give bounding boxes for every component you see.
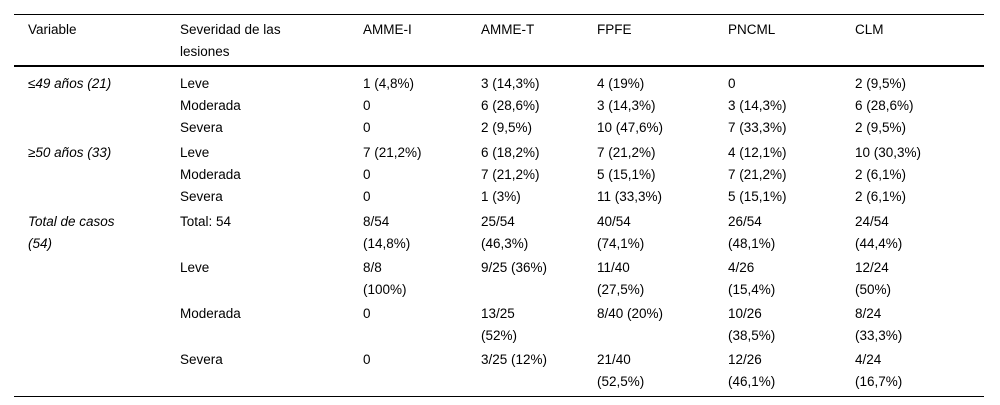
value-cell: 7 (21,2%): [728, 167, 787, 182]
severity-cell: Leve: [180, 260, 210, 275]
value-cell: 11/40 (27,5%): [597, 260, 645, 297]
variable-cell: [14, 186, 166, 208]
value-cell: 0: [363, 189, 371, 204]
value-cell: 24/54 (44,4%): [855, 214, 903, 251]
variable-cell: ≥50 años (33): [28, 145, 112, 160]
value-cell: 12/24 (50%): [855, 260, 892, 297]
column-header-amme-i: AMME-I: [349, 14, 467, 67]
value-cell: 7 (33,3%): [728, 120, 787, 135]
severity-cell: Severa: [180, 352, 223, 367]
value-cell: 0: [728, 76, 736, 91]
variable-cell: [14, 301, 166, 347]
value-cell: 4 (19%): [597, 76, 645, 91]
value-cell: 2 (9,5%): [855, 120, 907, 135]
value-cell: 5 (15,1%): [597, 167, 656, 182]
value-cell: 0: [363, 306, 371, 321]
value-cell: 8/24 (33,3%): [855, 306, 903, 343]
column-header-fpfe: FPFE: [583, 14, 714, 67]
value-cell: 7 (21,2%): [481, 167, 540, 182]
value-cell: 1 (3%): [481, 189, 521, 204]
column-header-amme-t: AMME-T: [467, 14, 583, 67]
table-row: Severa 0 3/25 (12%) 21/40 (52,5%) 12/26 …: [14, 347, 984, 397]
severity-cell: Severa: [180, 120, 223, 135]
value-cell: 12/26 (46,1%): [728, 352, 776, 389]
results-table-container: Variable Severidad de las lesiones AMME-…: [14, 14, 984, 397]
value-cell: 3 (14,3%): [728, 98, 787, 113]
variable-cell: ≤49 años (21): [28, 76, 112, 91]
value-cell: 21/40 (52,5%): [597, 352, 645, 389]
variable-cell: Total de casos (54): [28, 214, 115, 251]
severity-cell: Leve: [180, 145, 210, 160]
table-row: Leve 8/8 (100%) 9/25 (36%) 11/40 (27,5%)…: [14, 255, 984, 301]
value-cell: 0: [363, 120, 371, 135]
table-row: Moderada 0 13/25 (52%) 8/40 (20%) 10/26 …: [14, 301, 984, 347]
value-cell: 0: [363, 352, 371, 367]
value-cell: 9/25 (36%): [481, 260, 548, 275]
value-cell: 10 (30,3%): [855, 145, 922, 160]
table-row: Severa 0 2 (9,5%) 10 (47,6%) 7 (33,3%) 2…: [14, 117, 984, 139]
value-cell: 2 (9,5%): [481, 120, 533, 135]
results-table: Variable Severidad de las lesiones AMME-…: [14, 14, 984, 397]
column-header-variable: Variable: [14, 14, 166, 67]
value-cell: 8/40 (20%): [597, 306, 664, 321]
column-header-severidad: Severidad de las lesiones: [166, 14, 349, 67]
value-cell: 4 (12,1%): [728, 145, 787, 160]
value-cell: 0: [363, 167, 371, 182]
value-cell: 3 (14,3%): [597, 98, 656, 113]
value-cell: 25/54 (46,3%): [481, 214, 529, 251]
value-cell: 6 (28,6%): [481, 98, 540, 113]
value-cell: 2 (9,5%): [855, 76, 907, 91]
variable-cell: [14, 255, 166, 301]
value-cell: 10/26 (38,5%): [728, 306, 776, 343]
variable-cell: [14, 164, 166, 186]
column-header-clm: CLM: [841, 14, 984, 67]
variable-cell: [14, 117, 166, 139]
variable-cell: [14, 347, 166, 397]
value-cell: 13/25 (52%): [481, 306, 518, 343]
value-cell: 1 (4,8%): [363, 76, 415, 91]
table-row: Moderada 0 6 (28,6%) 3 (14,3%) 3 (14,3%)…: [14, 95, 984, 117]
severity-cell: Moderada: [180, 167, 241, 182]
value-cell: 8/8 (100%): [363, 260, 407, 297]
value-cell: 40/54 (74,1%): [597, 214, 645, 251]
table-row: Severa 0 1 (3%) 11 (33,3%) 5 (15,1%) 2 (…: [14, 186, 984, 208]
value-cell: 4/26 (15,4%): [728, 260, 776, 297]
value-cell: 6 (18,2%): [481, 145, 540, 160]
severity-cell: Severa: [180, 189, 223, 204]
value-cell: 5 (15,1%): [728, 189, 787, 204]
severity-cell: Moderada: [180, 98, 241, 113]
column-header-pncml: PNCML: [714, 14, 841, 67]
severity-cell: Leve: [180, 76, 210, 91]
value-cell: 26/54 (48,1%): [728, 214, 776, 251]
value-cell: 3/25 (12%): [481, 352, 548, 367]
severity-cell: Total: 54: [180, 214, 232, 229]
header-row: Variable Severidad de las lesiones AMME-…: [14, 14, 984, 67]
value-cell: 3 (14,3%): [481, 76, 540, 91]
value-cell: 7 (21,2%): [597, 145, 656, 160]
value-cell: 10 (47,6%): [597, 120, 664, 135]
value-cell: 6 (28,6%): [855, 98, 914, 113]
value-cell: 8/54 (14,8%): [363, 214, 411, 251]
table-row: Total de casos (54) Total: 54 8/54 (14,8…: [14, 208, 984, 255]
severity-cell: Moderada: [180, 306, 241, 321]
value-cell: 0: [363, 98, 371, 113]
variable-cell: [14, 95, 166, 117]
value-cell: 7 (21,2%): [363, 145, 422, 160]
value-cell: 4/24 (16,7%): [855, 352, 903, 389]
table-row: ≤49 años (21) Leve 1 (4,8%) 3 (14,3%) 4 …: [14, 66, 984, 95]
table-row: Moderada 0 7 (21,2%) 5 (15,1%) 7 (21,2%)…: [14, 164, 984, 186]
value-cell: 2 (6,1%): [855, 167, 907, 182]
table-row: ≥50 años (33) Leve 7 (21,2%) 6 (18,2%) 7…: [14, 139, 984, 164]
value-cell: 2 (6,1%): [855, 189, 907, 204]
value-cell: 11 (33,3%): [597, 189, 663, 204]
